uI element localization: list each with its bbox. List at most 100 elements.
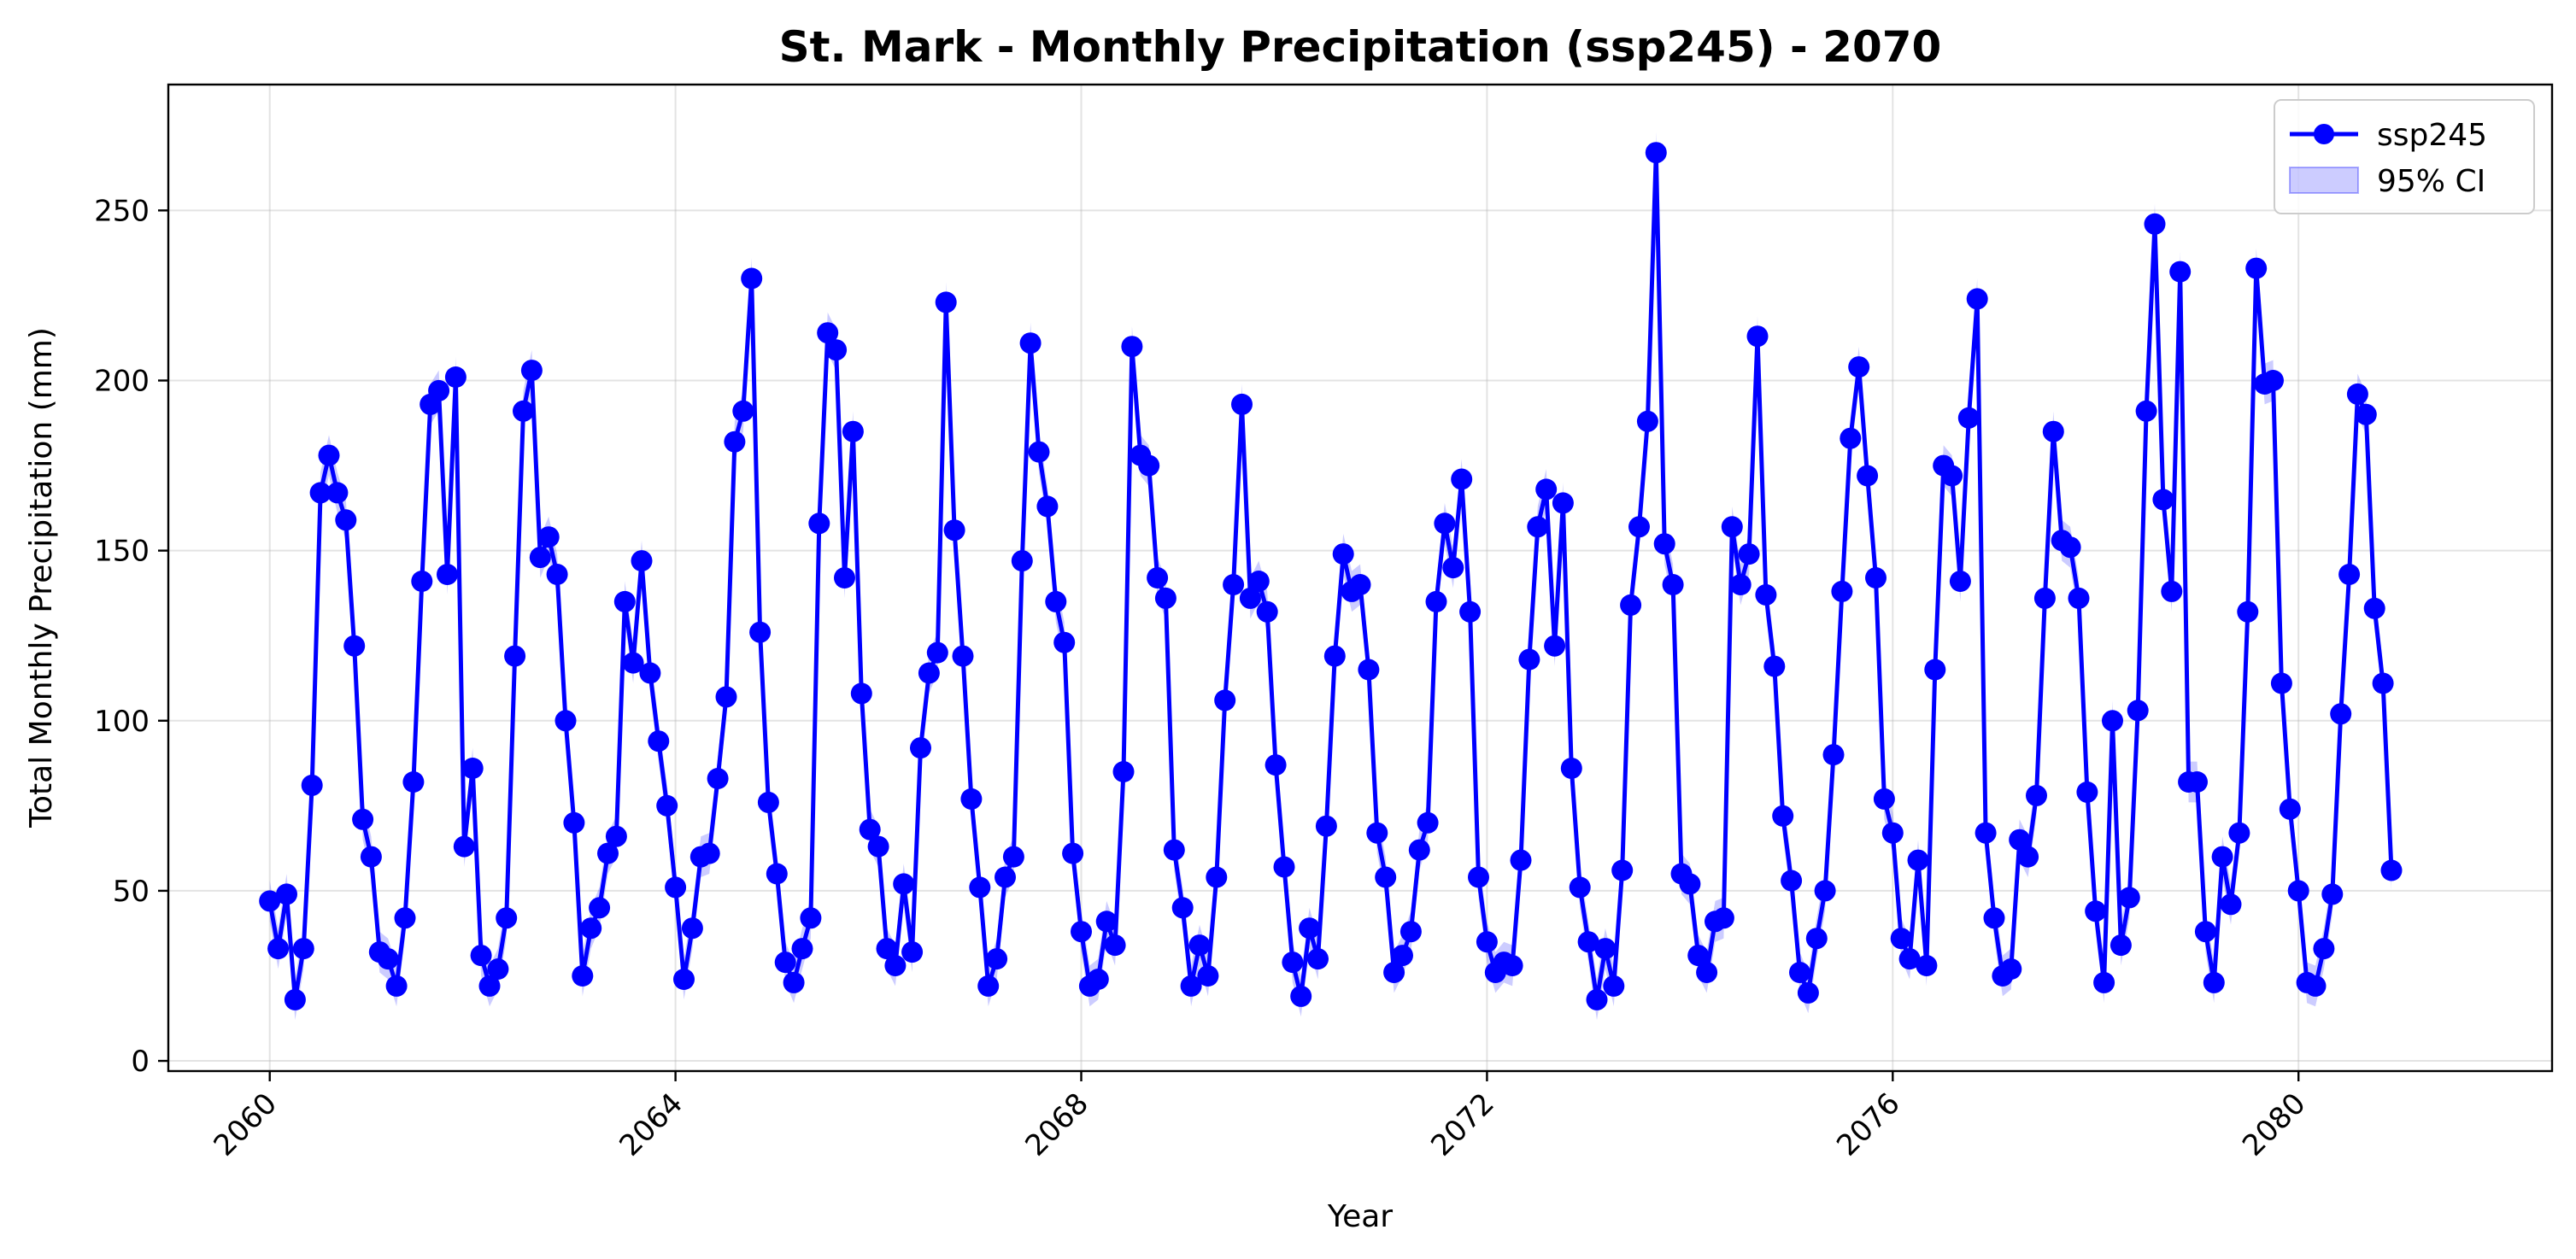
data-point (1957, 407, 1980, 429)
data-point (631, 550, 653, 572)
data-point (1265, 754, 1287, 776)
data-point (2262, 370, 2284, 391)
data-point (2330, 703, 2352, 725)
data-point (1814, 880, 1836, 902)
legend-label-ssp245: ssp245 (2377, 118, 2487, 153)
data-point (707, 768, 729, 789)
data-point (1772, 805, 1794, 827)
data-point (2372, 672, 2394, 694)
data-point (2237, 600, 2259, 623)
data-point (2228, 822, 2250, 844)
data-point (1975, 822, 1997, 844)
data-point (1687, 945, 1710, 967)
data-point (791, 938, 813, 960)
data-point (639, 662, 661, 684)
data-point (893, 873, 915, 895)
data-point (952, 645, 974, 667)
data-point (496, 907, 518, 929)
data-point (884, 955, 907, 976)
data-point (461, 758, 484, 779)
legend-label-ci: 95% CI (2377, 164, 2485, 199)
plot-area-frame (167, 83, 2554, 1073)
data-point (411, 571, 433, 592)
data-point (394, 907, 416, 929)
data-point (1171, 897, 1194, 919)
data-point (1223, 574, 1245, 595)
data-point (1501, 955, 1523, 976)
chart-title: St. Mark - Monthly Precipitation (ssp245… (779, 22, 1942, 72)
data-point (1662, 574, 1684, 595)
data-point (309, 482, 332, 504)
data-point (1071, 921, 1092, 943)
data-point (402, 771, 425, 793)
data-point (1636, 410, 1658, 432)
data-point (1095, 911, 1118, 933)
data-point (1721, 516, 1743, 538)
data-point (555, 710, 577, 732)
data-point (529, 547, 551, 569)
data-point (2085, 900, 2107, 922)
data-point (715, 686, 737, 708)
data-point (2304, 975, 2327, 997)
data-point (563, 811, 585, 834)
data-point (1408, 839, 1430, 861)
data-point (1121, 336, 1143, 358)
data-point (1840, 427, 1862, 449)
data-point (1307, 948, 1329, 970)
legend-box (2274, 99, 2535, 214)
data-point (901, 941, 924, 963)
data-point (1383, 962, 1405, 983)
data-point (2068, 587, 2090, 609)
data-point (698, 842, 720, 864)
data-point (842, 420, 864, 442)
data-point (749, 621, 772, 643)
data-point (1789, 962, 1810, 983)
data-point (428, 379, 450, 401)
data-point (1332, 543, 1354, 565)
data-point (732, 400, 754, 422)
y-tick-label: 200 (94, 365, 150, 399)
data-point (2245, 257, 2268, 279)
data-point (817, 322, 839, 344)
data-point (1805, 928, 1828, 950)
data-point (1290, 985, 1312, 1007)
data-point (343, 635, 366, 657)
data-point (2144, 213, 2166, 235)
data-point (1560, 758, 1582, 779)
data-point (1417, 811, 1439, 834)
data-point (572, 965, 594, 987)
data-point (850, 682, 872, 705)
data-point (1586, 988, 1608, 1010)
y-tick-label: 100 (94, 705, 150, 739)
data-point (1831, 580, 1853, 602)
data-point (2093, 971, 2115, 993)
data-point (385, 975, 408, 997)
data-point (2042, 420, 2064, 442)
data-point (1510, 849, 1532, 871)
data-point (1147, 567, 1169, 589)
data-point (834, 567, 855, 589)
data-point (1518, 648, 1540, 670)
data-point (1349, 574, 1371, 595)
data-point (2017, 846, 2039, 868)
data-point (1273, 856, 1295, 878)
data-point (1188, 934, 1211, 957)
data-point (513, 400, 534, 422)
data-point (2321, 883, 2344, 905)
data-point (352, 808, 374, 830)
data-point (986, 948, 1008, 970)
data-point (1738, 543, 1760, 565)
data-point (2270, 672, 2292, 694)
data-point (681, 917, 703, 940)
data-point (1019, 332, 1042, 354)
data-point (1392, 945, 1413, 967)
data-point (783, 971, 805, 993)
data-point (1459, 600, 1482, 623)
data-point (926, 641, 948, 664)
data-point (1577, 931, 1599, 953)
data-point (1966, 288, 1988, 310)
data-point (1197, 965, 1219, 987)
data-point (580, 917, 602, 940)
data-point (2211, 846, 2233, 868)
data-point (960, 788, 983, 810)
